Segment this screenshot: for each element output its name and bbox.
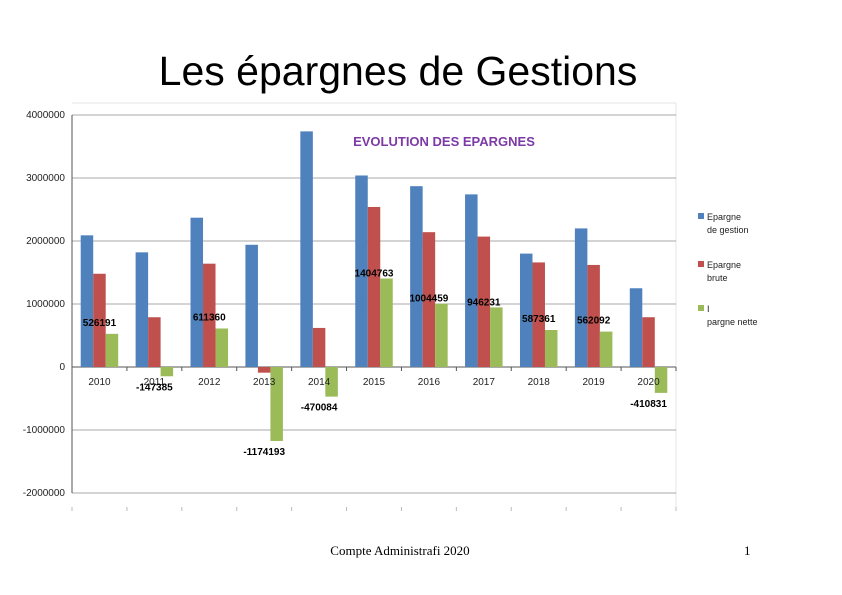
y-tick-label: -2000000: [23, 488, 66, 499]
data-label-2011: -147385: [136, 382, 173, 393]
bar-2014-series-2: [312, 327, 326, 367]
legend-label-1-line2: de gestion: [707, 225, 749, 235]
chart-title: EVOLUTION DES EPARGNES: [353, 134, 535, 149]
bar-2017-series-1: [465, 194, 478, 367]
data-label-2013: -1174193: [243, 447, 285, 458]
x-tick-label: 2019: [583, 377, 606, 388]
bar-2011-series-1: [135, 252, 149, 367]
bar-2012-series-2: [203, 263, 216, 367]
page-number: 1: [744, 543, 751, 558]
y-tick-label: 3000000: [26, 173, 65, 184]
y-tick-label: 2000000: [26, 236, 65, 247]
bar-2018-series-3: [544, 329, 558, 367]
bar-2017-series-2: [477, 236, 491, 367]
bar-2013-series-3: [270, 367, 283, 441]
footer-text: Compte Administrafi 2020: [330, 543, 470, 558]
y-tick-label: 0: [59, 362, 65, 373]
bar-2018-series-1: [519, 253, 533, 367]
bar-2013-series-2: [257, 367, 271, 373]
bar-2019-series-3: [599, 331, 613, 367]
y-tick-label: -1000000: [23, 425, 66, 436]
bar-2019-series-1: [574, 228, 588, 367]
bar-2015-series-2: [367, 206, 381, 367]
x-tick-label: 2020: [637, 377, 660, 388]
y-tick-label: 4000000: [26, 110, 65, 121]
data-label-2018: 587361: [522, 314, 556, 325]
bar-2014-series-1: [300, 131, 313, 367]
bar-2015-series-3: [380, 278, 393, 367]
data-label-2017: 946231: [467, 297, 501, 308]
data-label-2019: 562092: [577, 316, 611, 327]
x-tick-label: 2010: [88, 377, 111, 388]
bar-2018-series-2: [532, 262, 545, 367]
bar-2010-series-3: [105, 333, 119, 367]
bar-2012-series-1: [190, 217, 204, 367]
legend-label-2-line1: Epargne: [707, 260, 741, 270]
bar-2010-series-2: [93, 273, 106, 367]
data-label-2010: 526191: [83, 318, 117, 329]
data-label-2016: 1004459: [409, 294, 448, 305]
bar-2016-series-1: [410, 186, 423, 367]
y-tick-label: 1000000: [26, 299, 65, 310]
bar-2020-series-2: [642, 317, 655, 367]
x-tick-label: 2012: [198, 377, 221, 388]
x-tick-label: 2014: [308, 377, 331, 388]
bar-2019-series-2: [587, 264, 600, 367]
x-tick-label: 2018: [528, 377, 551, 388]
bar-2020-series-3: [654, 367, 668, 393]
x-tick-label: 2011: [144, 377, 166, 388]
data-label-2015: 1404763: [355, 268, 394, 279]
x-tick-label: 2013: [253, 377, 276, 388]
bar-2014-series-3: [325, 367, 338, 397]
legend-swatch-3: [698, 305, 704, 311]
legend-label-2-line2: brute: [707, 273, 728, 283]
legend-swatch-1: [698, 213, 704, 219]
bar-2012-series-3: [215, 328, 229, 367]
bar-2011-series-2: [148, 317, 161, 367]
legend-label-3-line2: pargne nette: [707, 317, 758, 327]
bar-2010-series-1: [80, 235, 94, 367]
bar-2015-series-1: [355, 175, 368, 367]
x-tick-label: 2017: [473, 377, 496, 388]
bar-2016-series-3: [435, 303, 448, 367]
bar-2017-series-3: [490, 307, 503, 367]
x-tick-label: 2016: [418, 377, 441, 388]
bar-2016-series-2: [422, 232, 436, 367]
legend-label-1-line1: Epargne: [707, 212, 741, 222]
bar-2020-series-1: [629, 288, 643, 367]
data-label-2014: -470084: [301, 403, 338, 414]
bar-2011-series-3: [160, 367, 174, 377]
legend-swatch-2: [698, 261, 704, 267]
slide-title: Les épargnes de Gestions: [158, 48, 638, 94]
x-tick-label: 2015: [363, 377, 386, 388]
data-label-2020: -410831: [630, 399, 667, 410]
data-label-2012: 611360: [193, 312, 226, 323]
bar-2013-series-1: [245, 244, 258, 367]
legend-label-3-line1: I: [707, 304, 710, 314]
